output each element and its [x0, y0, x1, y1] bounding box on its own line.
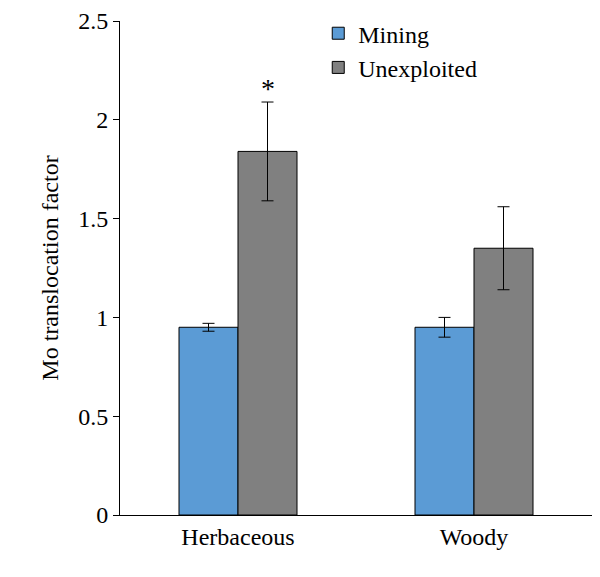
svg-text:Mo translocation factor: Mo translocation factor: [37, 155, 63, 380]
svg-text:Mining: Mining: [358, 22, 429, 48]
svg-text:Woody: Woody: [440, 524, 509, 550]
svg-text:1: 1: [96, 305, 108, 331]
svg-text:Herbaceous: Herbaceous: [181, 524, 294, 550]
svg-text:Unexploited: Unexploited: [358, 56, 477, 82]
svg-text:0.5: 0.5: [78, 404, 108, 430]
svg-text:2.5: 2.5: [78, 8, 108, 34]
svg-text:0: 0: [96, 502, 108, 528]
svg-text:*: *: [261, 73, 275, 104]
svg-text:2: 2: [96, 107, 108, 133]
svg-text:1.5: 1.5: [78, 206, 108, 232]
